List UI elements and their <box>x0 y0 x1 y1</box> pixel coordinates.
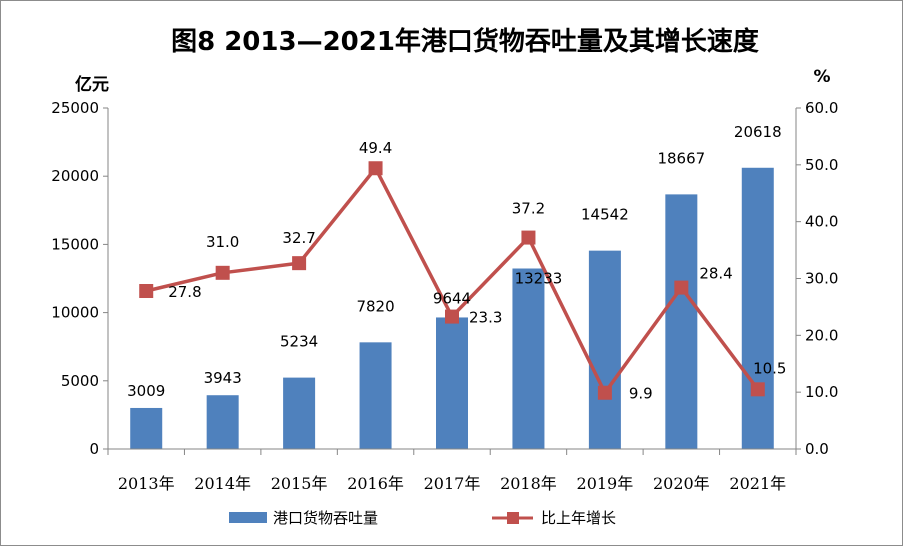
left-axis-unit: 亿元 <box>75 74 109 95</box>
line-series <box>139 161 765 400</box>
growth-value-label-8: 10.5 <box>753 359 786 377</box>
bar-value-label-3: 7820 <box>356 297 394 315</box>
bar-value-label-6: 14542 <box>581 206 629 224</box>
growth-value-label-0: 27.8 <box>168 283 201 301</box>
legend-line-label: 比上年增长 <box>541 509 616 527</box>
x-tick-label-7: 2020年 <box>653 474 710 493</box>
growth-value-label-5: 37.2 <box>512 200 545 218</box>
bar-5 <box>512 268 545 449</box>
growth-marker-0 <box>139 284 154 299</box>
right-tick-label-4: 40.0 <box>805 213 838 231</box>
bar-2 <box>283 377 316 449</box>
x-tick-label-8: 2021年 <box>729 474 786 493</box>
left-tick-label-2: 10000 <box>51 304 99 322</box>
bar-6 <box>588 250 621 449</box>
right-tick-label-2: 20.0 <box>805 326 838 344</box>
bar-value-label-4: 9644 <box>433 289 471 307</box>
right-axis-unit: % <box>813 67 830 87</box>
growth-value-label-2: 32.7 <box>282 229 315 247</box>
bar-8 <box>741 167 774 449</box>
data-labels: 3009 3943 5234 7820 9644 13233 14542 18667 20618… <box>127 123 786 403</box>
right-tick-label-6: 60.0 <box>805 99 838 117</box>
right-tick-label-1: 10.0 <box>805 383 838 401</box>
growth-marker-1 <box>215 265 230 280</box>
legend: 港口货物吞吐量 比上年增长 <box>229 509 616 527</box>
x-tick-label-0: 2013年 <box>118 474 175 493</box>
growth-value-label-3: 49.4 <box>359 139 392 157</box>
growth-value-label-4: 23.3 <box>469 309 502 327</box>
bar-0 <box>130 407 163 449</box>
bar-7 <box>665 194 698 449</box>
bar-4 <box>436 317 468 449</box>
bar-value-label-2: 5234 <box>280 333 318 351</box>
right-tick-label-5: 50.0 <box>805 156 838 174</box>
bar-value-label-5: 13233 <box>515 270 563 288</box>
legend-line-marker <box>507 512 519 524</box>
growth-marker-6 <box>597 385 612 400</box>
x-tick-label-3: 2016年 <box>347 474 404 493</box>
x-tick-label-2: 2015年 <box>271 474 328 493</box>
bar-1 <box>206 395 239 449</box>
left-tick-label-3: 15000 <box>51 235 99 253</box>
growth-marker-4 <box>445 309 459 324</box>
axes: 0 5000 10000 15000 20000 25000 0.0 10.0 20.0 30.0… <box>51 99 838 493</box>
x-tick-label-5: 2018年 <box>500 474 557 493</box>
x-tick-label-6: 2019年 <box>577 474 634 493</box>
x-tick-label-1: 2014年 <box>194 474 251 493</box>
growth-marker-3 <box>368 161 383 176</box>
legend-bar-label: 港口货物吞吐量 <box>273 509 378 527</box>
growth-marker-5 <box>521 230 536 245</box>
growth-value-label-1: 31.0 <box>206 233 239 251</box>
bar-3 <box>359 342 392 449</box>
bar-value-label-8: 20618 <box>734 123 782 141</box>
left-tick-label-5: 25000 <box>51 99 99 117</box>
growth-marker-8 <box>750 382 765 397</box>
growth-marker-7 <box>674 280 689 295</box>
chart-title: 图8 2013—2021年港口货物吞吐量及其增长速度 <box>171 26 759 57</box>
bar-value-label-1: 3943 <box>204 369 242 387</box>
growth-value-label-6: 9.9 <box>629 385 653 403</box>
legend-bar-swatch <box>229 512 267 523</box>
bar-series <box>130 167 774 449</box>
bar-value-label-7: 18667 <box>657 149 705 167</box>
growth-value-label-7: 28.4 <box>699 265 732 283</box>
bar-value-label-0: 3009 <box>127 382 165 400</box>
left-tick-label-1: 5000 <box>61 372 99 390</box>
left-tick-label-0: 0 <box>89 440 99 458</box>
left-tick-label-4: 20000 <box>51 167 99 185</box>
x-tick-label-4: 2017年 <box>424 474 481 493</box>
right-tick-label-3: 30.0 <box>805 270 838 288</box>
right-tick-label-0: 0.0 <box>805 440 829 458</box>
growth-marker-2 <box>292 256 307 271</box>
